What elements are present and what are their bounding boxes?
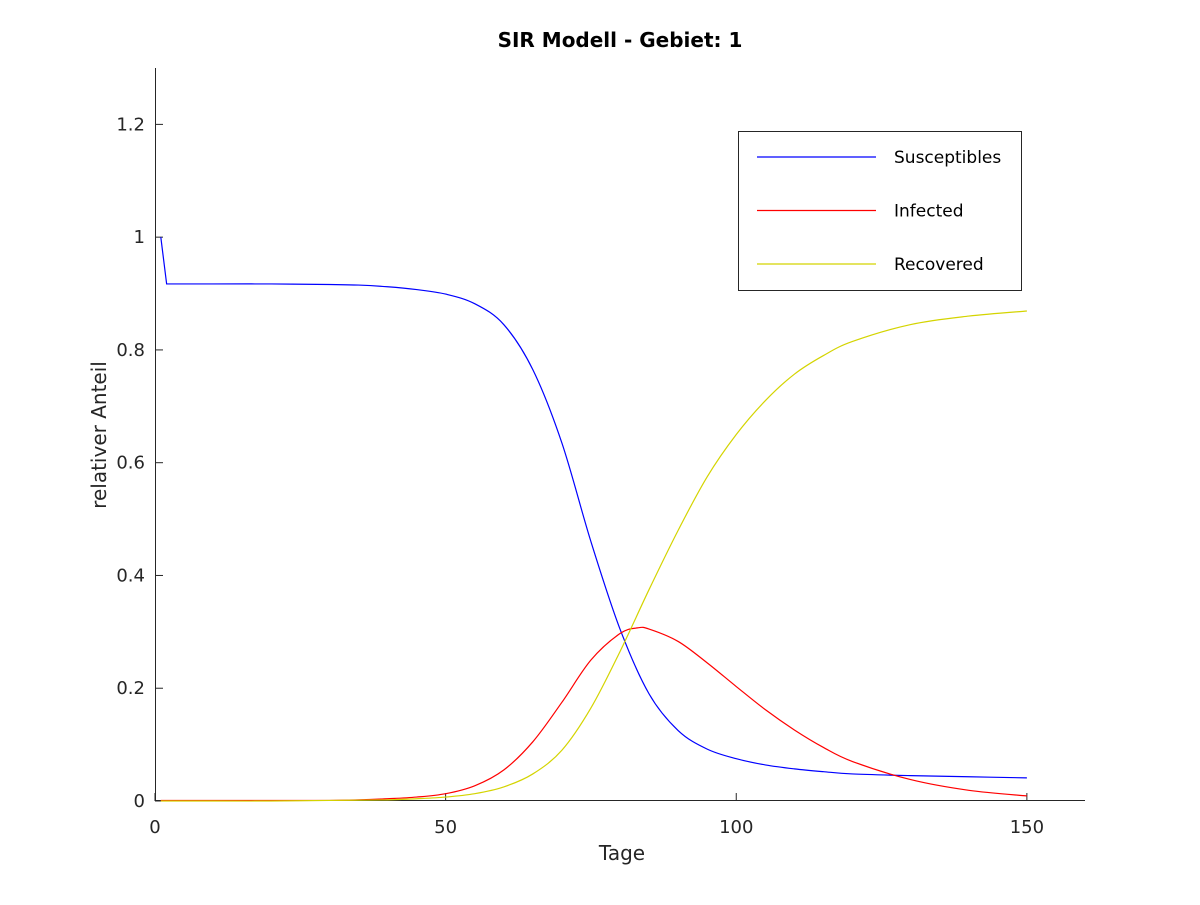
y-tick-label: 0.4 <box>116 565 145 586</box>
series-line-recovered <box>160 310 1027 802</box>
x-tick-label: 50 <box>434 817 457 838</box>
y-tick-label: 0 <box>134 791 145 812</box>
y-tick-label: 0.2 <box>116 678 145 699</box>
y-tick-label: 1 <box>134 227 145 248</box>
legend: Susceptibles Infected Recovered <box>738 131 1022 291</box>
legend-label-recovered: Recovered <box>894 255 984 275</box>
legend-label-susceptibles: Susceptibles <box>894 148 1001 168</box>
y-axis-label: relativer Anteil <box>87 361 111 509</box>
series-line-susceptibles <box>160 237 1027 779</box>
y-tick-label: 0.8 <box>116 340 145 361</box>
x-tick-label: 100 <box>719 817 753 838</box>
ticks: 0 50 100 150 0 0.2 0.4 0.6 0.8 1 1.2 <box>116 114 1044 838</box>
y-tick-label: 1.2 <box>116 114 145 135</box>
y-tick-label: 0.6 <box>116 453 145 474</box>
chart-title: SIR Modell - Gebiet: 1 <box>498 28 743 52</box>
x-tick-label: 0 <box>149 817 160 838</box>
x-tick-label: 150 <box>1010 817 1044 838</box>
legend-label-infected: Infected <box>894 202 964 222</box>
x-axis-label: Tage <box>598 841 645 865</box>
series-lines <box>160 237 1027 802</box>
